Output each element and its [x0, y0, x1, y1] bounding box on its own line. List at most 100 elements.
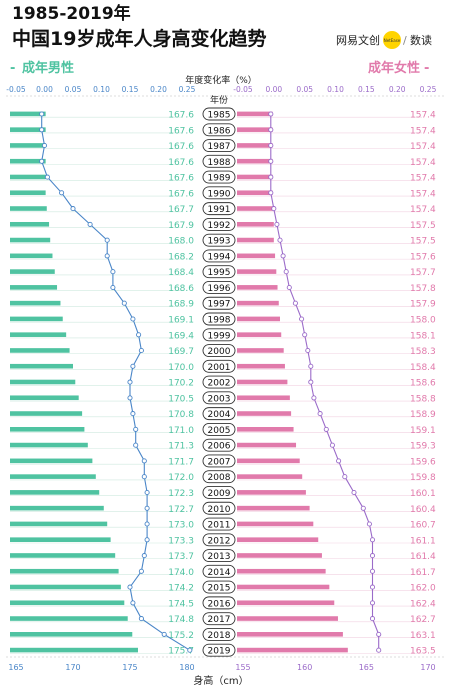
- male-rate-point-2001: [130, 363, 136, 369]
- female-height-label: 162.7: [410, 615, 436, 625]
- male-bar-1985: [10, 111, 46, 117]
- male-height-label: 173.3: [168, 536, 194, 546]
- female-height-tick-label: 160: [297, 663, 312, 672]
- male-bar-1998: [10, 316, 63, 322]
- female-rate-tick-label: 0.10: [327, 85, 344, 94]
- male-height-label: 167.6: [168, 111, 194, 121]
- female-bar-1986: [237, 127, 273, 132]
- female-rate-line: [268, 111, 382, 653]
- year-label: 1991: [208, 205, 231, 215]
- female-rate-point-1995: [283, 269, 289, 275]
- male-bar-1999: [10, 332, 67, 337]
- male-rate-point-2004: [130, 411, 136, 417]
- male-bar-2005: [10, 427, 85, 432]
- brand-dot-text: NetEase: [384, 38, 401, 43]
- male-height-label: 174.8: [168, 615, 194, 625]
- male-height-label: 168.2: [168, 252, 194, 262]
- male-bar-2015: [10, 584, 121, 590]
- year-label: 2001: [208, 363, 231, 373]
- female-height-label: 161.7: [410, 568, 436, 578]
- male-height-label: 169.4: [168, 331, 194, 341]
- male-height-label: 169.7: [168, 347, 194, 357]
- male-rate-tick-label: 0.10: [93, 85, 110, 94]
- male-bar-1997: [10, 300, 61, 306]
- year-pill-1989: [202, 170, 236, 184]
- male-height-label: 173.0: [168, 521, 194, 531]
- male-rate-point-2019: [187, 647, 193, 653]
- female-bar-2008: [237, 474, 303, 479]
- year-pill-2011: [202, 517, 236, 531]
- male-height-label: 167.6: [168, 174, 194, 184]
- male-height-label: 171.7: [168, 457, 194, 467]
- female-bar-1985: [237, 111, 273, 117]
- year-pill-1990: [202, 186, 236, 200]
- bottom-axis-title: 身高（cm）: [193, 674, 248, 687]
- female-height-tick-label: 155: [235, 663, 250, 672]
- year-pill-1986: [202, 123, 236, 137]
- year-label: 2009: [208, 489, 231, 499]
- year-label: 2002: [208, 379, 231, 389]
- female-height-label: 159.3: [410, 442, 436, 452]
- female-rate-point-2005: [323, 426, 329, 432]
- male-series-label: 成年男性: [22, 60, 74, 76]
- female-bar-2002: [237, 379, 288, 385]
- female-rate-point-1989: [268, 174, 274, 180]
- male-rate-point-2006: [133, 442, 139, 448]
- male-height-label: 169.1: [168, 316, 194, 326]
- female-rate-point-2011: [366, 521, 372, 527]
- year-label: 1998: [208, 316, 231, 326]
- male-rate-point-1987: [41, 142, 48, 149]
- male-rate-point-1986: [39, 127, 45, 133]
- male-bar-1986: [10, 127, 46, 132]
- male-bar-2011: [10, 521, 108, 527]
- female-bar-2015: [237, 584, 330, 590]
- female-rate-point-2009: [351, 489, 357, 496]
- female-bar-2017: [237, 616, 338, 621]
- year-pill-2018: [202, 627, 236, 641]
- male-rate-tick-label: -0.05: [6, 85, 26, 94]
- male-bar-2001: [10, 363, 73, 369]
- year-pill-1997: [202, 296, 236, 310]
- male-rate-point-2002: [127, 379, 133, 385]
- male-bar-1994: [10, 253, 53, 259]
- female-rate-point-1987: [268, 142, 274, 149]
- male-rate-point-2009: [144, 489, 150, 496]
- female-bar-2019: [237, 647, 348, 653]
- female-rate-point-2012: [369, 537, 376, 543]
- female-rate-point-1998: [299, 316, 305, 322]
- year-pill-1993: [202, 233, 236, 247]
- year-pill-1992: [202, 217, 236, 231]
- brand-logo: 网易文创 NetEase / 数读: [336, 31, 432, 49]
- female-height-label: 157.4: [410, 189, 436, 199]
- year-pill-2017: [202, 612, 236, 626]
- female-rate-point-2002: [308, 379, 314, 385]
- male-rate-point-2011: [144, 521, 150, 527]
- male-bar-1992: [10, 221, 50, 227]
- male-height-label: 171.0: [168, 426, 194, 436]
- male-rate-point-2014: [138, 568, 144, 574]
- female-rate-point-2016: [369, 600, 376, 606]
- year-pill-2013: [202, 549, 236, 563]
- male-rate-point-2000: [138, 347, 144, 354]
- year-label: 2000: [208, 347, 231, 357]
- male-height-label: 168.0: [168, 237, 194, 247]
- female-bar-2009: [237, 490, 306, 495]
- male-bar-2014: [10, 568, 119, 574]
- male-height-ticks: 165 170 175 180: [8, 663, 194, 672]
- year-pill-2007: [202, 454, 236, 468]
- male-bar-1990: [10, 190, 46, 196]
- male-rate-point-2007: [141, 458, 147, 464]
- female-rate-point-1992: [274, 221, 280, 227]
- female-height-label: 157.9: [410, 300, 436, 310]
- male-bar-1988: [10, 158, 46, 164]
- male-bar-2008: [10, 474, 96, 479]
- female-height-label: 163.5: [410, 647, 436, 657]
- female-bar-2018: [237, 632, 343, 637]
- year-pill-2015: [202, 580, 236, 594]
- female-rate-point-1994: [280, 253, 286, 259]
- brand-sub: 数读: [410, 33, 432, 47]
- female-bar-2011: [237, 521, 314, 527]
- female-bar-1998: [237, 316, 280, 322]
- year-label: 2014: [208, 568, 231, 578]
- female-height-label: 162.0: [410, 584, 436, 594]
